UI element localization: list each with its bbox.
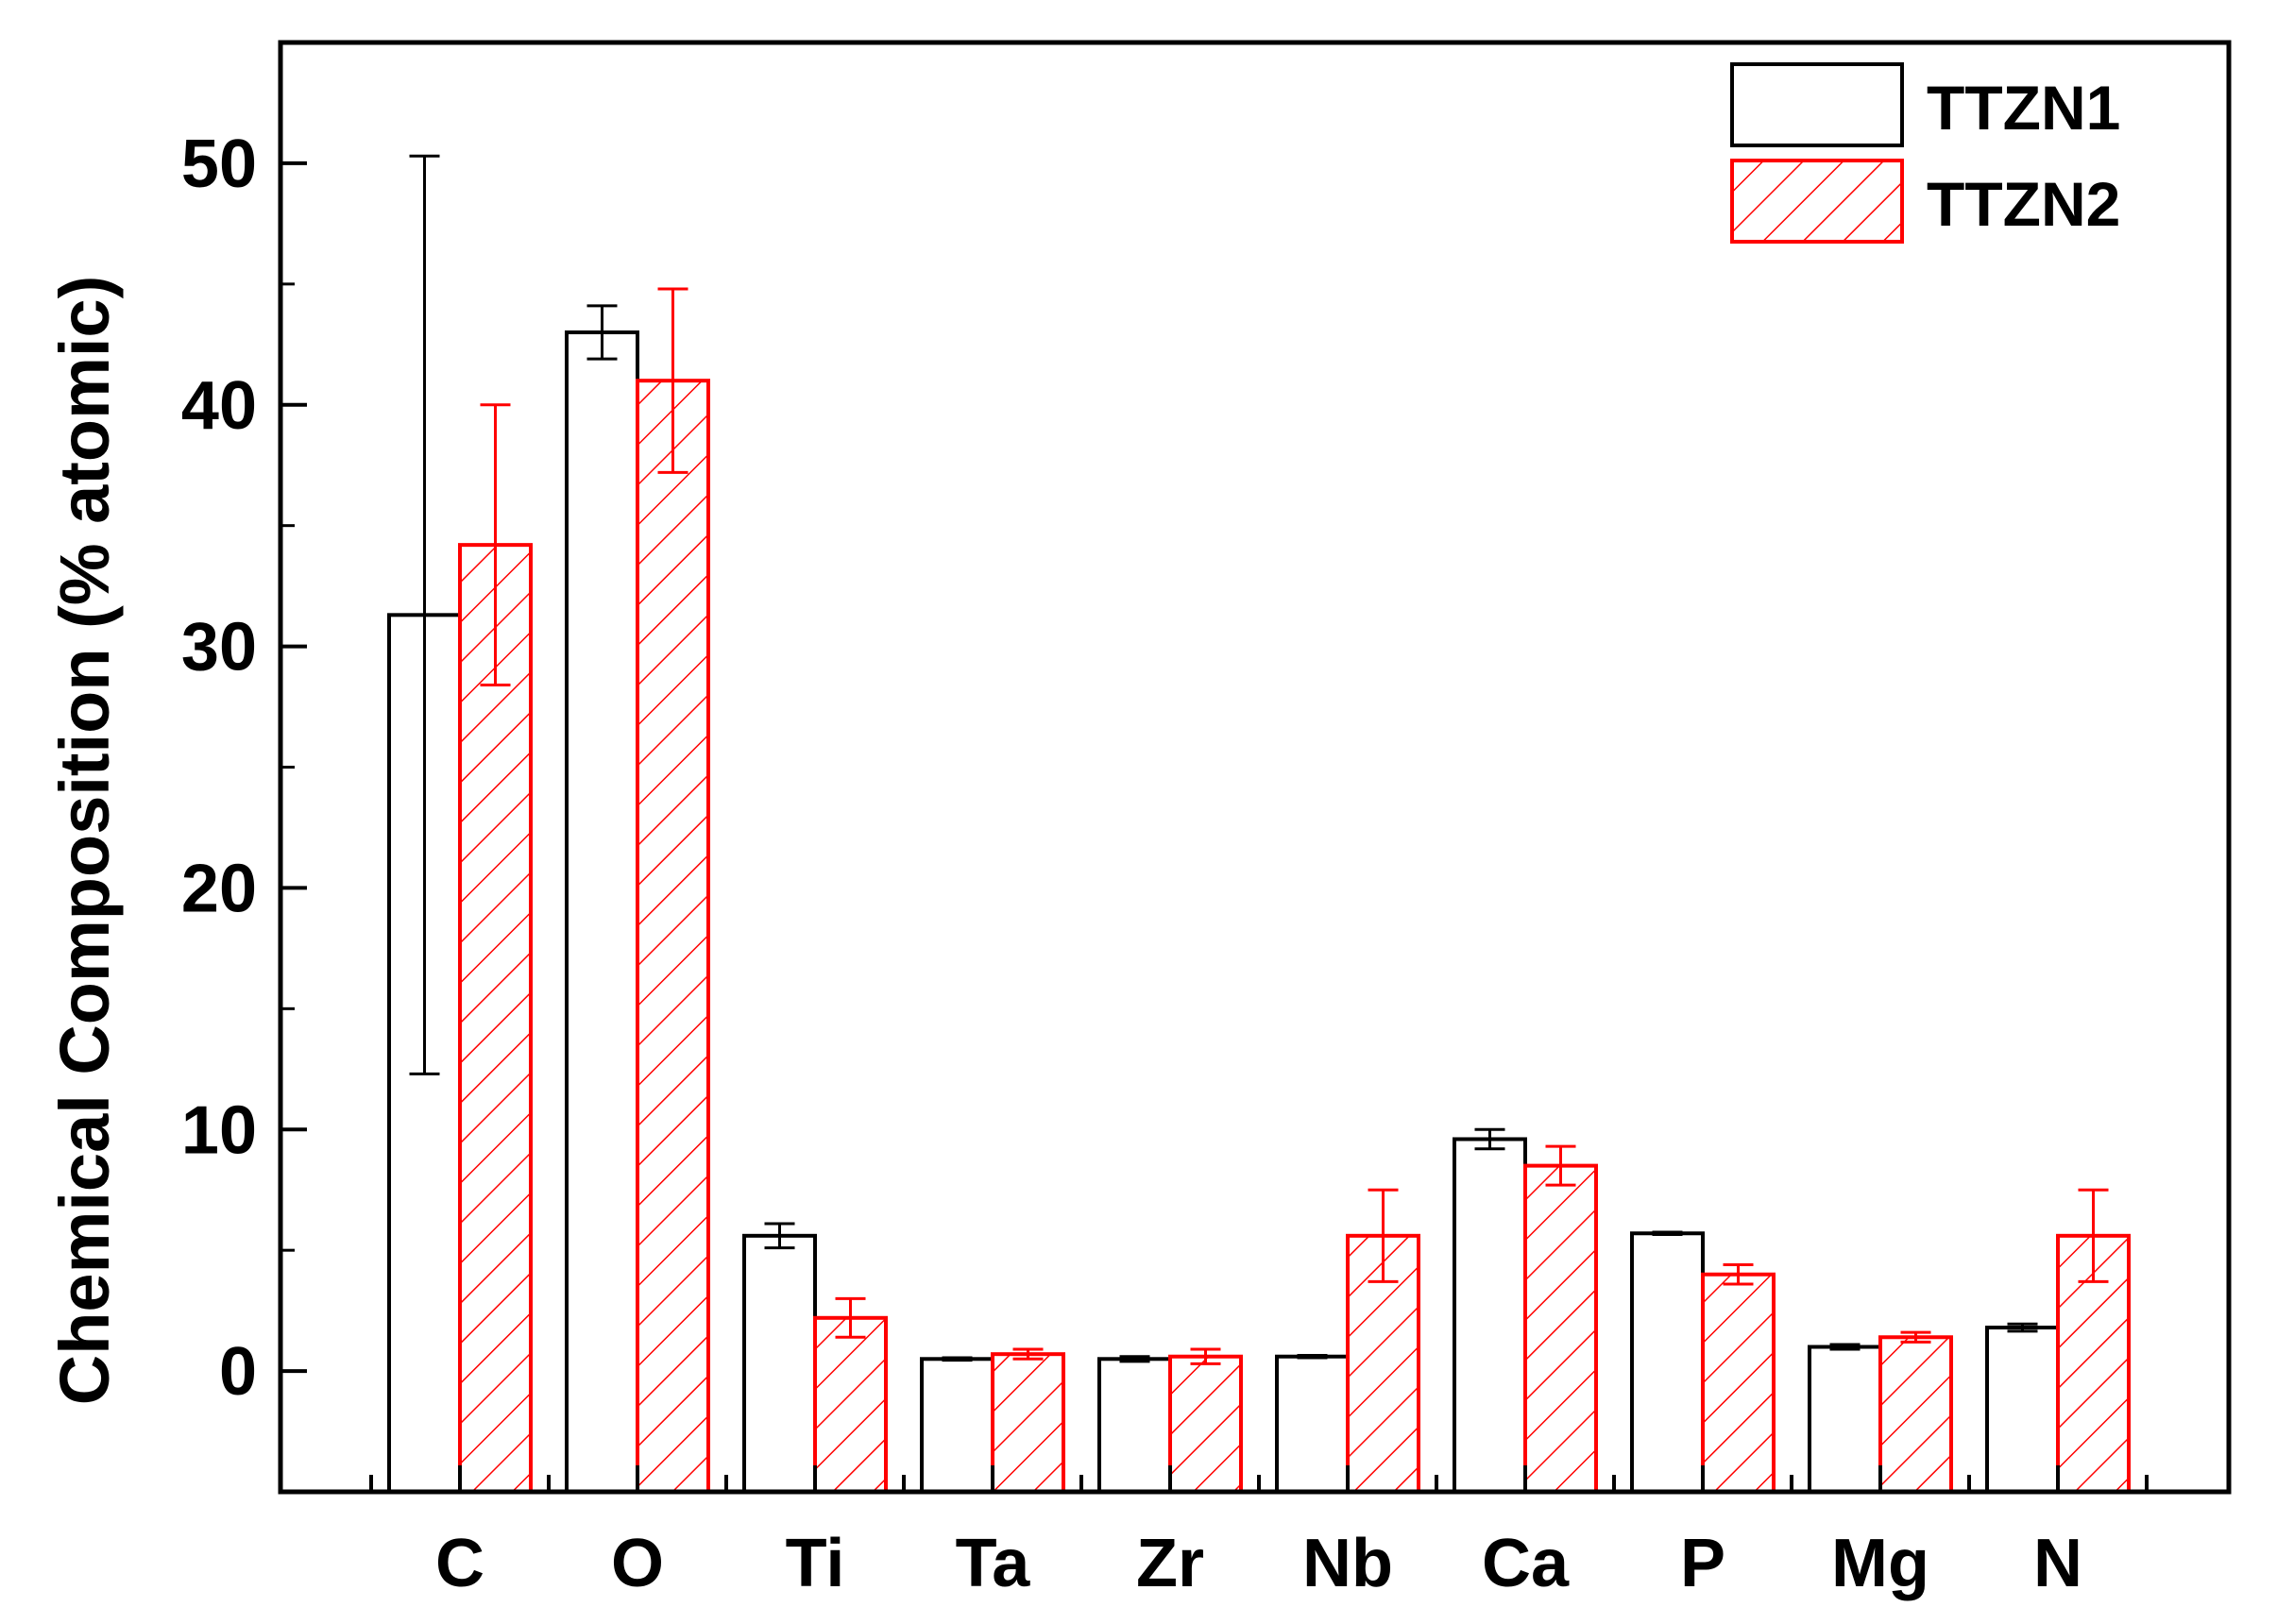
- error-bar-ttzn1-c: [409, 154, 440, 1075]
- y-tick-label-10: 10: [181, 1092, 257, 1168]
- y-tick-label-0: 0: [219, 1334, 257, 1410]
- bar-ttzn2-mg: [1878, 1335, 1953, 1495]
- legend-swatch-ttzn2: [1730, 159, 1904, 244]
- legend: TTZN1 TTZN2: [1730, 62, 2120, 244]
- x-tick-label-nb: Nb: [1302, 1526, 1393, 1601]
- y-axis-label: Chemical Composition (% atomic): [45, 276, 124, 1405]
- error-bar-ttzn2-o: [657, 287, 688, 474]
- x-tick-label-c: C: [435, 1526, 484, 1601]
- bar-ttzn2-zr: [1168, 1354, 1243, 1494]
- y-tick-label-30: 30: [181, 610, 257, 685]
- error-bar-ttzn1-n: [2007, 1322, 2038, 1333]
- bar-ttzn1-mg: [1808, 1345, 1882, 1494]
- error-bar-ttzn1-mg: [1829, 1343, 1861, 1351]
- error-bar-ttzn2-c: [480, 403, 511, 687]
- bar-ttzn2-o: [636, 379, 710, 1495]
- x-tick-label-zr: Zr: [1136, 1526, 1204, 1601]
- bar-ttzn1-ta: [920, 1357, 994, 1494]
- y-tick-label-50: 50: [181, 127, 257, 202]
- y-tick-label-40: 40: [181, 368, 257, 444]
- error-bar-ttzn1-ti: [764, 1222, 795, 1250]
- bar-ttzn1-ti: [742, 1233, 817, 1494]
- bar-ttzn1-zr: [1097, 1357, 1172, 1494]
- error-bar-ttzn1-o: [586, 304, 618, 361]
- error-bar-ttzn2-ta: [1012, 1347, 1044, 1361]
- error-bar-ttzn2-zr: [1190, 1347, 1221, 1365]
- bars-layer: [387, 154, 2131, 1495]
- error-bar-ttzn1-ta: [942, 1356, 973, 1362]
- error-bar-ttzn2-p: [1723, 1263, 1754, 1286]
- x-tick-label-ca: Ca: [1482, 1526, 1570, 1601]
- error-bar-ttzn1-zr: [1119, 1355, 1150, 1363]
- bar-ttzn2-p: [1701, 1272, 1776, 1494]
- error-bar-ttzn1-nb: [1297, 1353, 1328, 1360]
- error-bar-ttzn2-n: [2078, 1188, 2109, 1283]
- error-bar-ttzn1-ca: [1474, 1127, 1505, 1151]
- x-tick-label-ta: Ta: [956, 1526, 1031, 1601]
- axes-layer: C O Ti Ta Zr Nb Ca P Mg N 0 10 20 30 40 50: [181, 40, 2232, 1601]
- bar-ttzn1-n: [1985, 1326, 2060, 1494]
- error-bar-ttzn2-ca: [1545, 1144, 1576, 1187]
- error-bar-ttzn1-p: [1652, 1230, 1683, 1237]
- bar-ttzn2-c: [458, 543, 533, 1494]
- x-tick-label-mg: Mg: [1831, 1526, 1929, 1601]
- bar-ttzn1-nb: [1275, 1354, 1350, 1494]
- bar-ttzn1-p: [1630, 1231, 1705, 1494]
- bar-ttzn1-ca: [1453, 1137, 1527, 1494]
- legend-swatch-ttzn1: [1730, 62, 1904, 147]
- x-tick-label-p: P: [1680, 1526, 1725, 1601]
- x-tick-label-ti: Ti: [786, 1526, 845, 1601]
- bar-ttzn1-o: [565, 330, 639, 1494]
- legend-label-ttzn1: TTZN1: [1927, 73, 2120, 143]
- plot-frame: [278, 40, 2232, 1495]
- error-bar-ttzn2-mg: [1900, 1330, 1931, 1344]
- bar-ttzn2-ca: [1523, 1163, 1598, 1494]
- error-bar-ttzn2-nb: [1368, 1188, 1399, 1283]
- legend-label-ttzn2: TTZN2: [1927, 169, 2120, 239]
- y-tick-label-20: 20: [181, 851, 257, 926]
- x-tick-label-o: O: [611, 1526, 664, 1601]
- error-bar-ttzn2-ti: [835, 1296, 866, 1339]
- x-tick-label-n: N: [2033, 1526, 2082, 1601]
- bar-ttzn2-ta: [991, 1352, 1065, 1495]
- bar-ttzn2-ti: [813, 1315, 888, 1495]
